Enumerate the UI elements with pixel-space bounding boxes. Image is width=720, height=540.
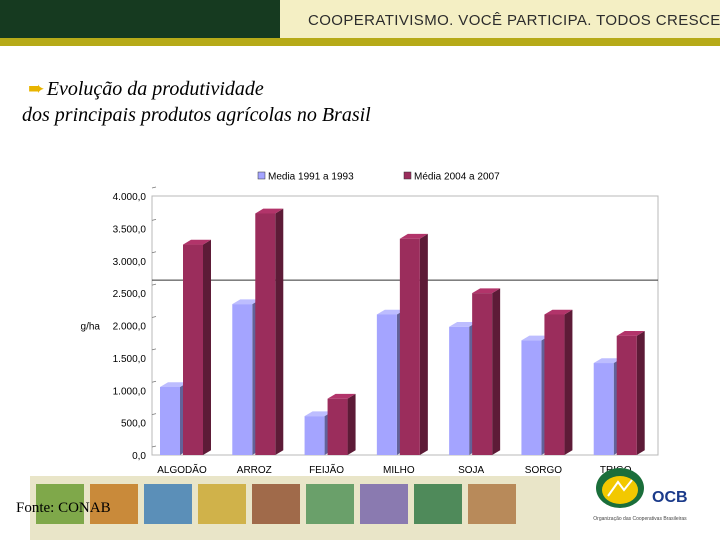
footer-illustration-tile: [36, 484, 84, 524]
y-tick-mark: [151, 445, 157, 448]
bar-side: [203, 239, 211, 455]
bar: [327, 398, 348, 455]
x-tick-label: FEIJÃO: [309, 463, 344, 476]
bar-top: [521, 335, 550, 341]
title-line-1-text: Evolução da produtividade: [46, 78, 264, 100]
bar-top: [472, 288, 501, 294]
bar: [449, 326, 470, 455]
bar: [399, 238, 420, 455]
bar: [304, 416, 325, 455]
page-title-line-1: ➨ Evolução da produtividade: [28, 76, 264, 101]
logo-yellow-shape: [602, 476, 638, 504]
bar-side: [419, 233, 428, 455]
bar-top: [304, 411, 333, 417]
bar: [616, 335, 637, 455]
bar-top: [593, 358, 622, 364]
y-tick-label: 3.000,0: [113, 257, 147, 268]
y-tick-mark: [151, 186, 157, 189]
y-tick-label: 500,0: [121, 419, 146, 430]
y-tick-label: 1.500,0: [113, 354, 147, 365]
y-tick-label: 0,0: [132, 451, 146, 462]
bar-top: [616, 331, 645, 336]
bar: [544, 314, 565, 455]
bar: [472, 293, 493, 455]
y-tick-label: 3.500,0: [113, 224, 147, 235]
header-divider: [0, 38, 720, 46]
x-tick-label: ARROZ: [237, 465, 272, 476]
y-tick-mark: [151, 218, 157, 221]
bar: [521, 340, 542, 455]
source-note: Fonte: CONAB: [16, 500, 111, 516]
footer-illustration-tile: [414, 484, 462, 524]
bar-side: [275, 208, 284, 455]
header-banner: COOPERATIVISMO. VOCÊ PARTICIPA. TODOS CR…: [0, 0, 720, 46]
bar-top: [232, 299, 261, 305]
legend-swatch: [403, 171, 412, 180]
page-title-line-2: dos principais produtos agrícolas no Bra…: [22, 104, 371, 126]
logo-mark: [607, 479, 633, 497]
bar-top: [544, 309, 573, 315]
bar: [376, 314, 397, 455]
bar: [593, 363, 614, 455]
bar-top: [327, 393, 356, 399]
bar-top: [160, 382, 188, 388]
y-tick-label: 2.500,0: [113, 289, 147, 300]
y-tick-mark: [151, 413, 157, 416]
bar-top: [255, 208, 284, 214]
legend-swatch: [257, 171, 266, 180]
bar: [232, 304, 253, 455]
x-tick-label: MILHO: [383, 465, 415, 476]
logo-caption: Organização das Cooperativas Brasileiras: [593, 516, 687, 522]
y-tick-mark: [151, 283, 157, 286]
y-tick-label: 1.000,0: [113, 386, 147, 397]
footer-illustration-tile: [360, 484, 408, 524]
footer-illustration-tile: [468, 484, 516, 524]
bar-top: [376, 309, 405, 315]
y-tick-mark: [151, 348, 157, 351]
legend-label: Média 2004 a 2007: [414, 172, 500, 183]
footer-illustration-tile: [306, 484, 354, 524]
x-tick-label: SOJA: [458, 465, 484, 476]
legend-label: Media 1991 a 1993: [268, 172, 354, 183]
bar: [255, 213, 276, 455]
y-tick-label: 4.000,0: [113, 192, 147, 203]
footer-illustration-tile: [144, 484, 192, 524]
bar-side: [636, 331, 645, 455]
arrow-right-icon: ➨: [28, 78, 45, 100]
bar: [160, 387, 180, 455]
footer-illustration-tile: [198, 484, 246, 524]
productivity-bar-chart: 0,0 500,0 1.000,0 1.500,0 2.000,0 2.500,0 3.00…: [80, 171, 659, 476]
logo-text: OCB: [652, 489, 688, 506]
y-tick-mark: [151, 316, 157, 318]
bar-side: [564, 309, 573, 455]
x-tick-label: ALGODÃO: [157, 463, 207, 476]
bar-side: [347, 393, 356, 455]
x-tick-label: SORGO: [525, 465, 562, 476]
y-tick-mark: [151, 380, 157, 383]
bar: [183, 244, 203, 455]
footer-illustration-tile: [252, 484, 300, 524]
y-tick-mark: [151, 251, 157, 254]
bar-top: [183, 239, 211, 245]
y-axis-label: Kg/ha: [80, 322, 100, 333]
header-slogan: COOPERATIVISMO. VOCÊ PARTICIPA. TODOS CR…: [308, 12, 720, 29]
bar-top: [399, 233, 428, 239]
footer-illustration-tile: [90, 484, 138, 524]
bar-top: [449, 321, 478, 327]
bar-side: [492, 288, 501, 455]
y-tick-label: 2.000,0: [113, 322, 147, 333]
ocb-logo: OCB: [596, 468, 688, 508]
